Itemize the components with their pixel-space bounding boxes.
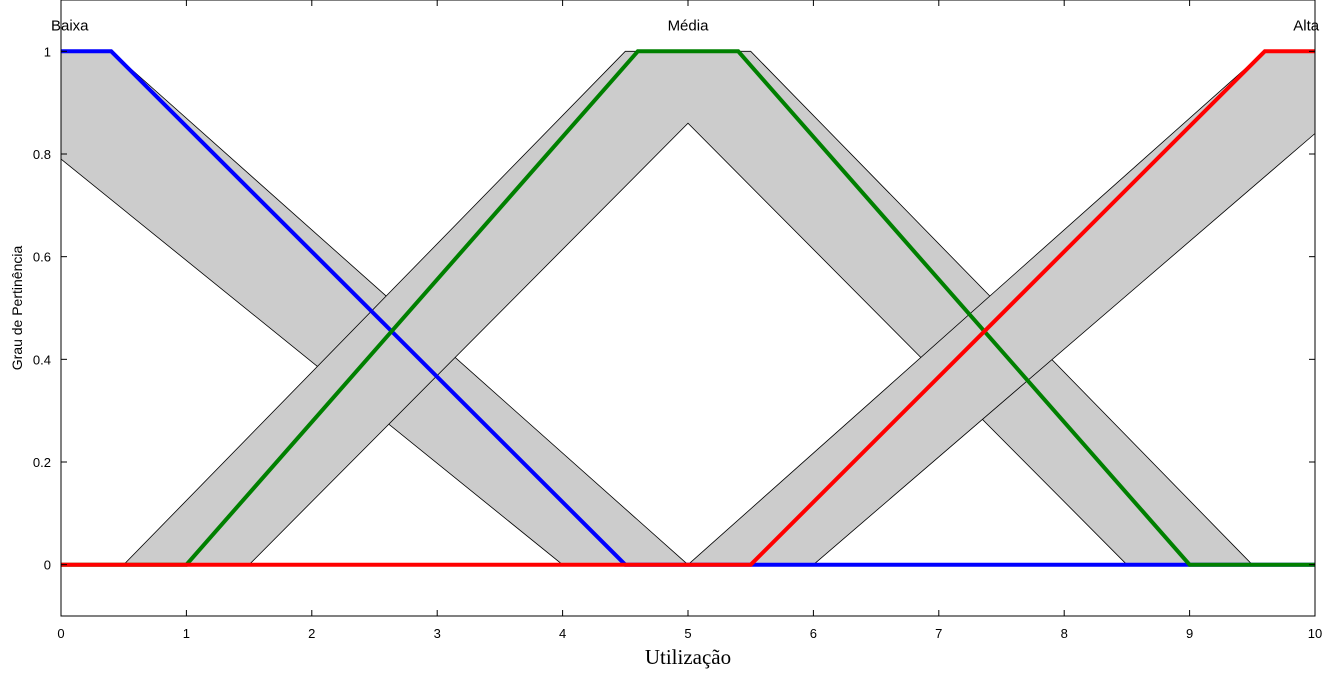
term-label-alta: Alta [1293, 18, 1320, 35]
band-alta [61, 51, 1315, 565]
series-line-baixa [61, 49, 1315, 567]
x-tick-label: 3 [434, 626, 441, 641]
x-tick-label: 4 [559, 626, 566, 641]
band-baixa [61, 51, 1315, 565]
x-tick-label: 8 [1061, 626, 1068, 641]
x-tick-label: 10 [1308, 626, 1322, 641]
y-tick-label: 1 [44, 44, 51, 59]
y-axis: 0 0.2 0.4 0.6 0.8 1 [33, 44, 1315, 573]
y-axis-title: Grau de Pertinência [9, 246, 25, 371]
x-tick-label: 5 [684, 626, 691, 641]
x-tick-label: 6 [810, 626, 817, 641]
term-labels: Baixa Média Alta [51, 18, 1320, 35]
x-tick-label: 9 [1186, 626, 1193, 641]
series-line-alta [61, 49, 1315, 567]
membership-series [61, 49, 1315, 567]
y-tick-label: 0.2 [33, 455, 51, 470]
y-tick-label: 0.6 [33, 250, 51, 265]
x-axis: 0 1 2 3 4 5 6 7 8 9 10 [57, 0, 1322, 641]
x-tick-label: 0 [57, 626, 64, 641]
y-tick-label: 0 [44, 558, 51, 573]
term-label-mdia: Média [668, 18, 710, 35]
band-mdia [61, 51, 1315, 565]
x-tick-label: 7 [935, 626, 942, 641]
x-axis-title: Utilização [645, 645, 731, 669]
y-tick-label: 0.8 [33, 147, 51, 162]
term-label-baixa: Baixa [51, 18, 89, 35]
uncertainty-bands [60, 50, 1316, 566]
x-tick-label: 2 [308, 626, 315, 641]
y-tick-label: 0.4 [33, 352, 51, 367]
x-tick-label: 1 [183, 626, 190, 641]
